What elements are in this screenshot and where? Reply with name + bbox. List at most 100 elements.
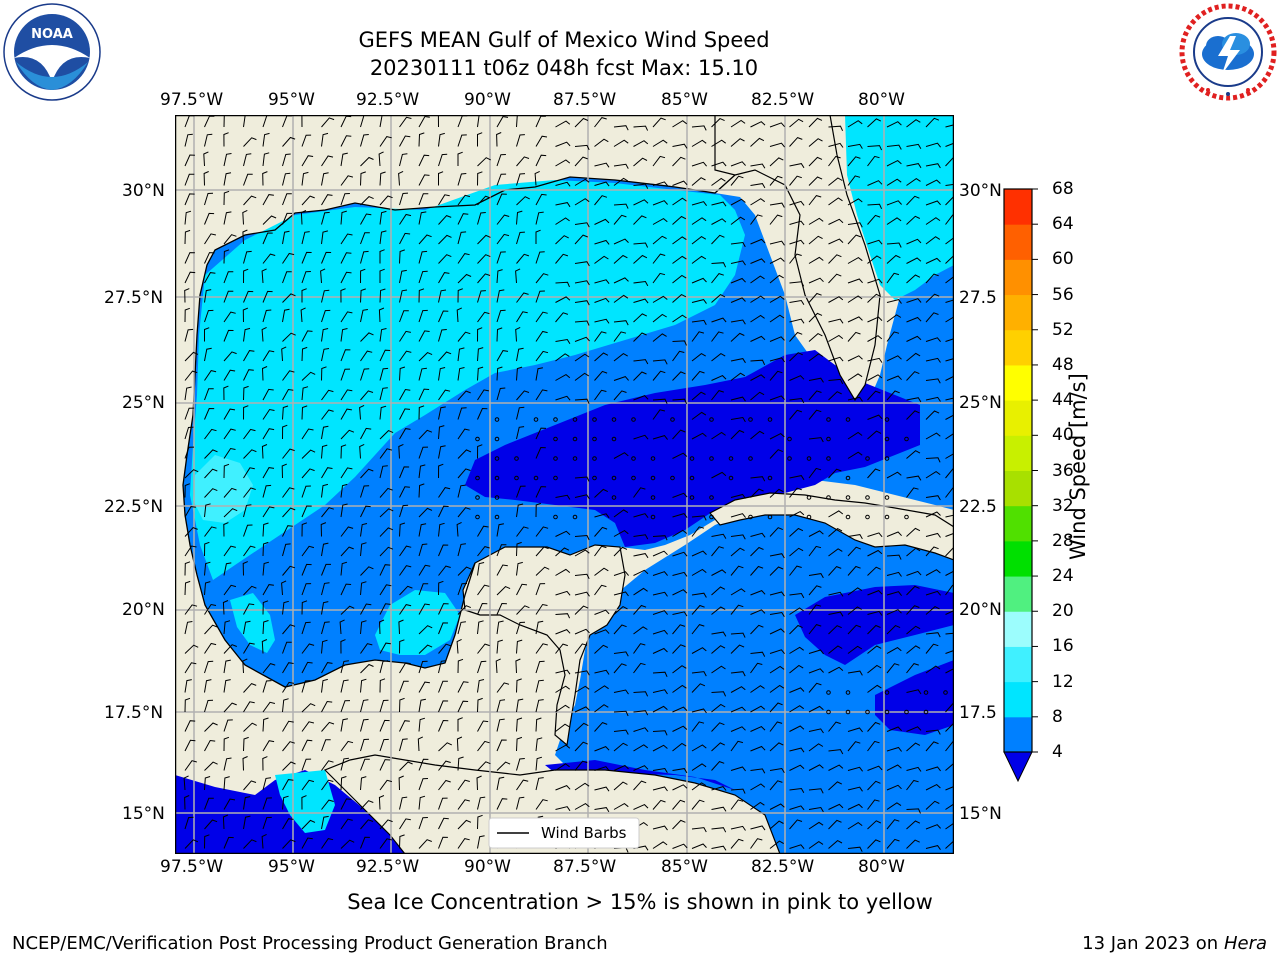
wind-barb bbox=[808, 138, 823, 147]
wind-barb bbox=[516, 253, 530, 264]
wind-barb bbox=[847, 670, 863, 676]
calm-wind-marker bbox=[631, 417, 636, 422]
wind-barb bbox=[750, 825, 766, 831]
wind-barb bbox=[535, 699, 544, 713]
wind-barb bbox=[398, 775, 404, 791]
wind-barb bbox=[652, 629, 668, 635]
wind-barb bbox=[496, 739, 507, 752]
wind-barb bbox=[925, 217, 941, 225]
wind-barb bbox=[652, 272, 666, 284]
wind-barb bbox=[808, 604, 822, 615]
wind-barb bbox=[496, 586, 511, 596]
wind-barb bbox=[399, 116, 412, 128]
wind-barb bbox=[672, 255, 687, 264]
wind-barb bbox=[691, 177, 706, 186]
wind-barb bbox=[184, 679, 192, 693]
wind-barb bbox=[457, 407, 467, 420]
wind-barb bbox=[360, 288, 366, 303]
wind-barb bbox=[769, 553, 785, 559]
wind-barb bbox=[477, 157, 491, 167]
wind-barb bbox=[535, 603, 548, 615]
wind-barb bbox=[438, 367, 446, 381]
wind-barb bbox=[769, 702, 783, 713]
wind-barb bbox=[945, 254, 954, 264]
wind-barb bbox=[340, 349, 351, 362]
wind-barb bbox=[594, 704, 609, 713]
wind-barb bbox=[672, 799, 686, 810]
wind-barb bbox=[925, 783, 941, 791]
wind-barb bbox=[321, 194, 333, 206]
wind-barb bbox=[399, 269, 407, 284]
wind-barb bbox=[730, 216, 746, 225]
wind-barb bbox=[730, 260, 746, 266]
wind-barb bbox=[633, 280, 649, 287]
colorbar-tick-label: 68 bbox=[1052, 179, 1074, 199]
wind-barb bbox=[516, 583, 528, 596]
wind-barb bbox=[945, 338, 954, 342]
wind-barb bbox=[789, 175, 802, 186]
wind-barb bbox=[321, 389, 334, 401]
colorbar-tick-label: 28 bbox=[1052, 530, 1074, 551]
wind-barb bbox=[282, 525, 293, 537]
wind-barb bbox=[672, 143, 688, 149]
wind-barb bbox=[204, 642, 217, 654]
wind-barb bbox=[574, 300, 590, 306]
wind-barb bbox=[691, 624, 705, 635]
wind-barb bbox=[243, 524, 253, 537]
wind-barb bbox=[691, 217, 707, 225]
wind-barb bbox=[808, 256, 824, 264]
wind-barb bbox=[379, 603, 391, 615]
wind-barb bbox=[769, 274, 784, 284]
map-title: GEFS MEAN Gulf of Mexico Wind Speed bbox=[358, 28, 770, 52]
wind-barb bbox=[769, 449, 783, 459]
wind-barb bbox=[594, 545, 607, 557]
wind-barb bbox=[750, 768, 766, 774]
wind-barb bbox=[223, 776, 230, 791]
wind-barb bbox=[730, 799, 744, 810]
wind-barb bbox=[243, 137, 257, 147]
land-yucatan bbox=[462, 544, 626, 747]
wind-barb bbox=[613, 452, 629, 459]
wind-barb bbox=[282, 641, 292, 654]
wind-barb bbox=[457, 566, 472, 576]
colorbar-segment bbox=[1004, 716, 1032, 753]
wind-barb bbox=[516, 347, 524, 362]
wind-barb bbox=[477, 814, 483, 830]
colorbar-segment bbox=[1004, 294, 1032, 331]
calm-wind-marker bbox=[494, 456, 500, 461]
wind-barb bbox=[652, 647, 668, 654]
wind-barb bbox=[282, 172, 291, 186]
wind-barb bbox=[613, 529, 629, 537]
calm-wind-marker bbox=[572, 456, 578, 461]
wind-barb bbox=[945, 142, 954, 147]
wind-barb bbox=[418, 352, 433, 362]
wind-barb bbox=[886, 784, 902, 791]
wind-barb bbox=[360, 250, 369, 264]
wind-barb bbox=[672, 513, 688, 518]
wind-barb bbox=[847, 156, 861, 167]
wind-barb bbox=[711, 569, 727, 576]
map-panel: Wind Barbs bbox=[175, 115, 954, 854]
wind-barb bbox=[438, 680, 448, 693]
wind-barb bbox=[477, 407, 488, 420]
wind-barb bbox=[516, 605, 530, 615]
wind-barb bbox=[204, 133, 213, 147]
wind-barb bbox=[340, 368, 351, 381]
wind-barb bbox=[399, 796, 408, 810]
generated-date: 13 Jan 2023 on Hera bbox=[1082, 933, 1267, 954]
wind-barb bbox=[613, 509, 629, 518]
calm-wind-marker bbox=[806, 495, 812, 500]
wind-barb bbox=[379, 487, 393, 498]
wind-barb bbox=[243, 839, 257, 849]
wind-barb bbox=[789, 487, 802, 498]
wind-barb bbox=[867, 624, 881, 635]
wind-barb bbox=[204, 834, 210, 849]
wind-barb bbox=[281, 463, 287, 479]
wind-barb bbox=[789, 220, 805, 226]
wind-barb bbox=[925, 200, 941, 206]
wind-barb bbox=[574, 261, 590, 267]
wind-barb bbox=[613, 163, 629, 169]
wind-barb bbox=[184, 288, 190, 303]
wind-barb bbox=[691, 550, 707, 557]
wind-barb bbox=[925, 643, 939, 654]
